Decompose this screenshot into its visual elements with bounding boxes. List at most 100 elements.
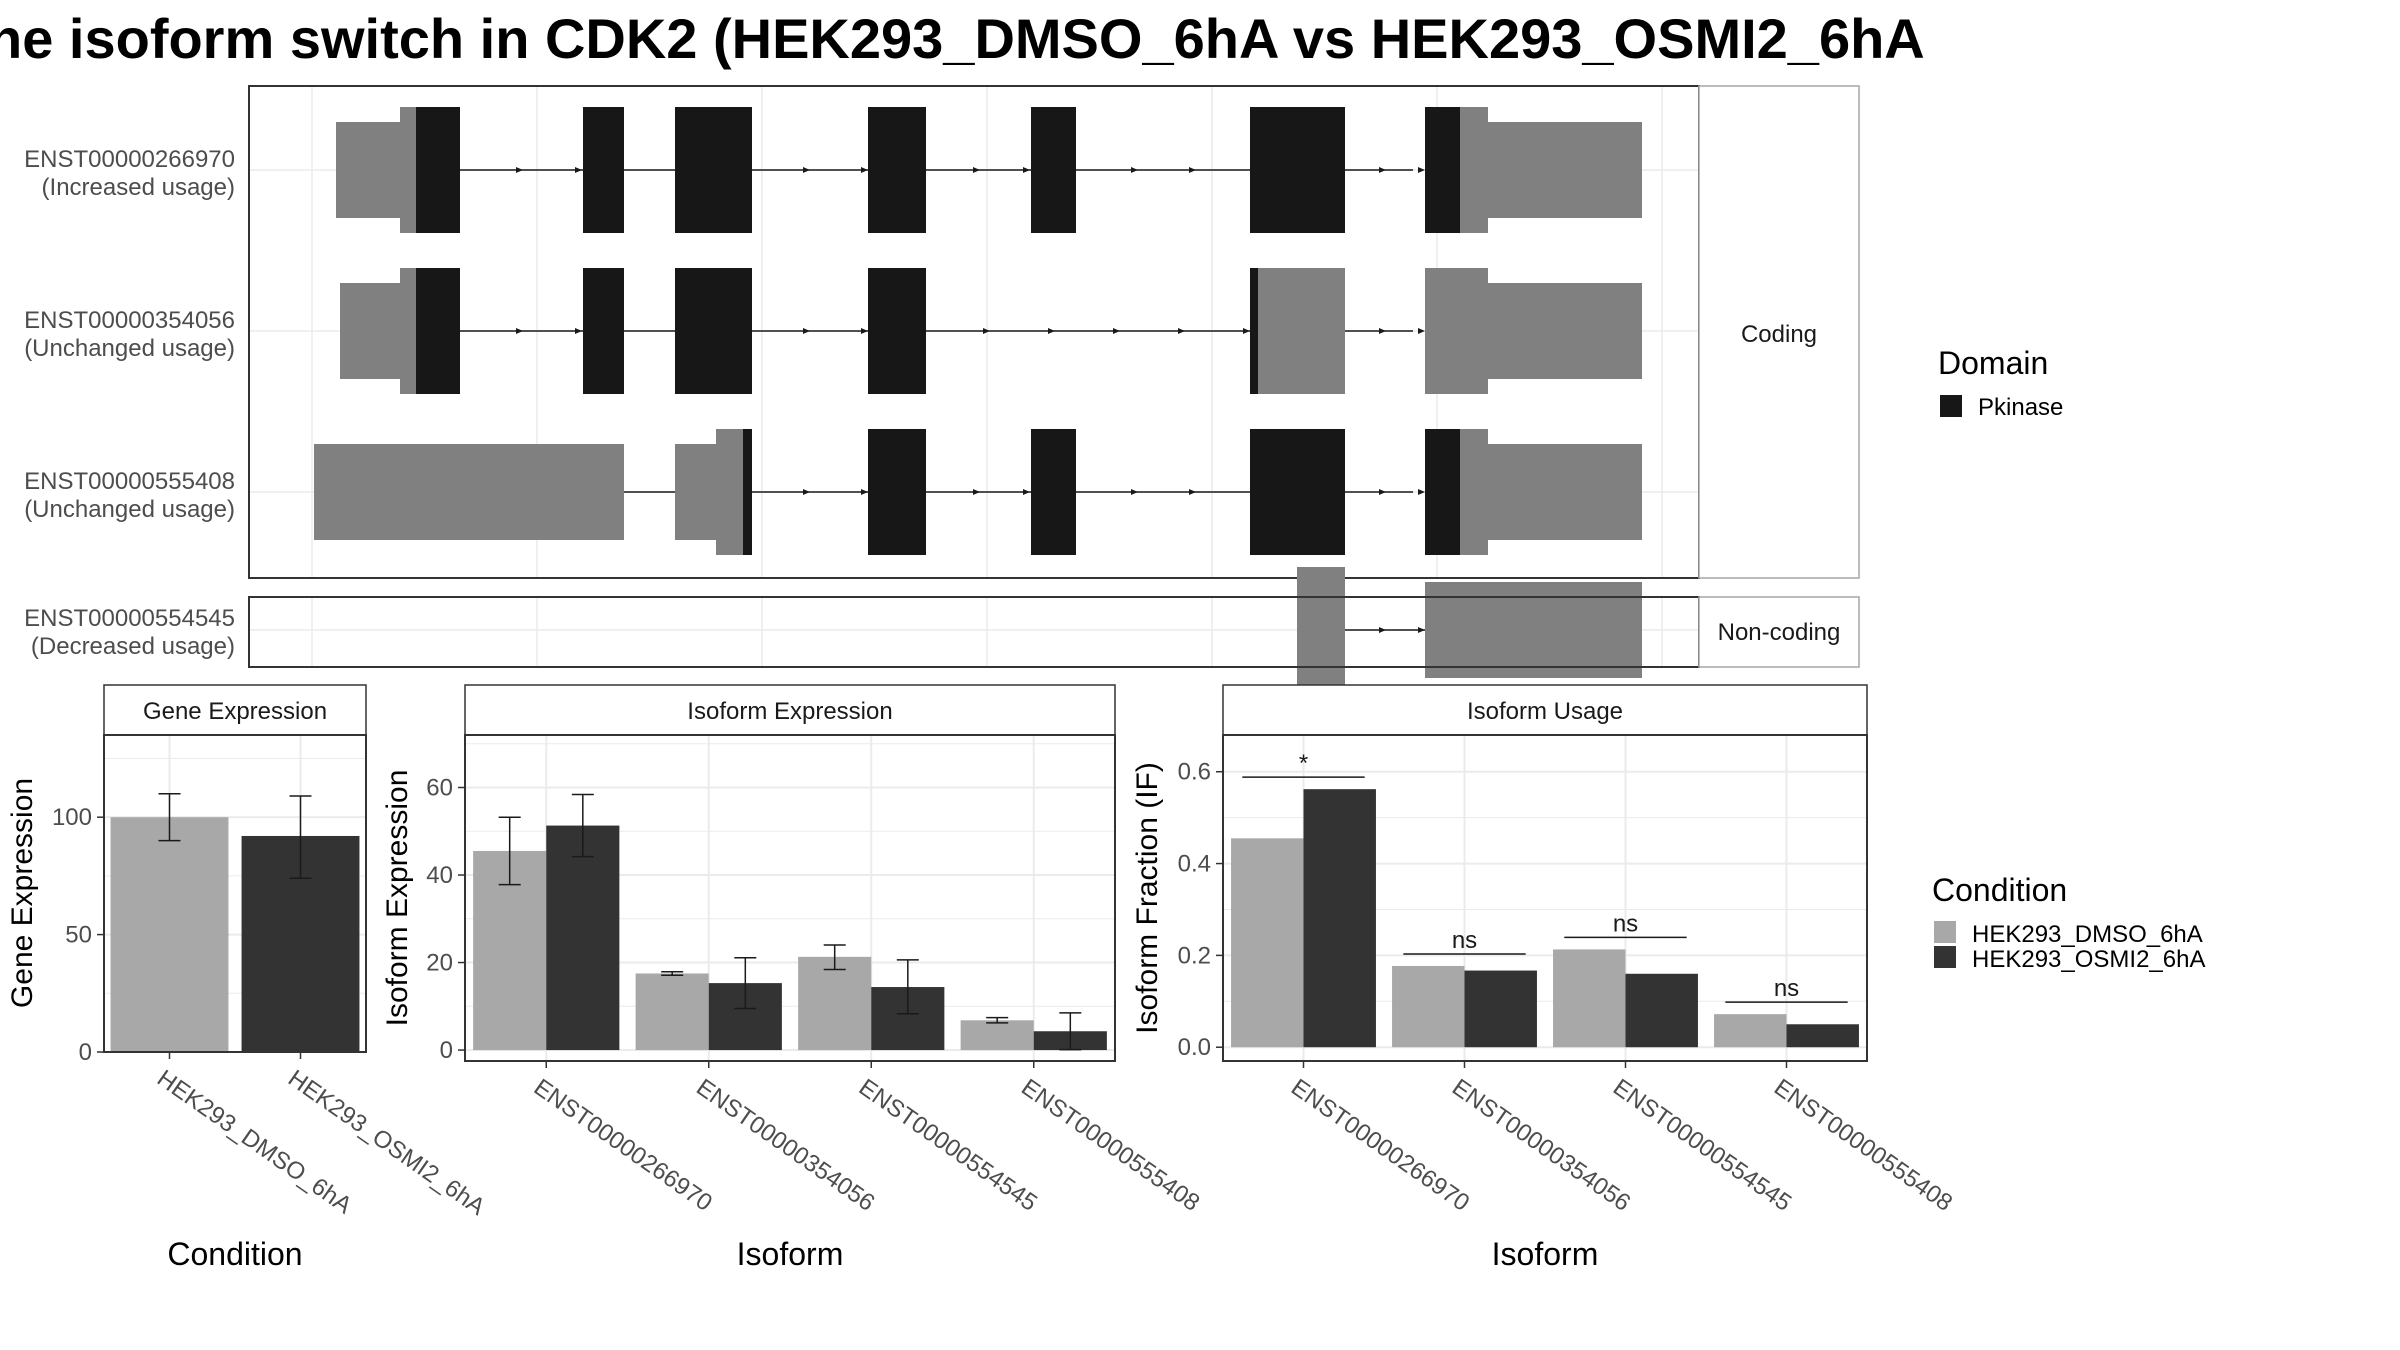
x-tick-label: ENST00000555408 — [1769, 1074, 1957, 1217]
utr-exon — [1488, 444, 1642, 540]
y-tick-label: 100 — [52, 804, 92, 831]
isoform-expression-bars — [473, 793, 1107, 1051]
coding-exon — [1297, 567, 1345, 693]
pkinase-domain-exon — [868, 268, 926, 394]
intron-arrow — [1113, 328, 1120, 334]
intron-arrow — [1379, 627, 1386, 633]
gene-expression-strip-label: Gene Expression — [143, 698, 327, 725]
pkinase-domain-exon — [583, 107, 624, 233]
intron-arrow — [516, 167, 523, 173]
structure-coding-tracks — [314, 107, 1642, 555]
gene-expression-bars — [110, 792, 360, 1052]
pkinase-domain-exon — [675, 268, 752, 394]
pkinase-domain-exon — [1425, 107, 1460, 233]
bar — [635, 973, 709, 1051]
x-tick-label: ENST00000554545 — [1608, 1074, 1796, 1217]
gene-expression-border — [103, 734, 367, 1053]
intron-arrow — [1418, 627, 1425, 633]
condition-legend-title: Condition — [1932, 872, 2067, 908]
utr-exon — [675, 444, 716, 540]
utr-exon — [1488, 122, 1642, 218]
y-tick-label: 60 — [426, 775, 453, 802]
y-tick-label: 20 — [426, 950, 453, 977]
pkinase-domain-exon — [675, 107, 752, 233]
intron-arrow — [516, 328, 523, 334]
domain-legend: Domain Pkinase — [1938, 345, 2063, 421]
coding-exon — [1425, 268, 1488, 394]
intron-arrow — [1418, 489, 1425, 495]
y-tick-label: 0 — [79, 1039, 92, 1066]
isoform-usage-panel: Isoform Usage * ns ns ns 0.0 0.2 0.4 0.6 ENST00… — [1131, 684, 1957, 1272]
pkinase-domain-exon — [1250, 107, 1345, 233]
isoform-usage-ylabel: Isoform Fraction (IF) — [1131, 762, 1164, 1034]
utr-exon — [1488, 283, 1642, 379]
intron-arrow — [861, 167, 868, 173]
bar — [1303, 789, 1376, 1048]
intron-arrow — [1131, 167, 1138, 173]
pkinase-domain-exon — [868, 107, 926, 233]
intron-arrow — [983, 328, 990, 334]
significance-label: ns — [1774, 975, 1799, 1002]
bar — [1714, 1014, 1787, 1048]
condition-legend: Condition HEK293_DMSO_6hA HEK293_OSMI2_6… — [1932, 872, 2205, 973]
bar — [798, 956, 872, 1051]
coding-exon — [1460, 429, 1488, 555]
utr-exon — [336, 122, 400, 218]
y-tick-label: 0 — [440, 1037, 453, 1064]
intron-arrow — [803, 489, 810, 495]
noncoding-strip — [1698, 596, 1860, 668]
noncoding-strip-label: Non-coding — [1718, 619, 1841, 646]
pkinase-domain-exon — [1425, 429, 1460, 555]
transcript-label-id: ENST00000266970 — [24, 146, 235, 173]
y-tick-label: 0.4 — [1178, 851, 1211, 878]
pkinase-domain-exon — [416, 268, 460, 394]
pkinase-domain-exon — [583, 268, 624, 394]
y-tick-label: 0.6 — [1178, 759, 1211, 786]
condition-legend-key — [1934, 921, 1956, 943]
significance-label: * — [1299, 750, 1308, 777]
isoform-usage-border — [1222, 734, 1868, 1062]
bar — [1464, 970, 1537, 1048]
bar — [1392, 965, 1465, 1048]
utr-exon — [314, 444, 624, 540]
isoform-expression-panel: Isoform Expression 0 20 40 60 ENST0000026697… — [381, 684, 1205, 1272]
structure-panel-noncoding: Non-coding — [248, 567, 1860, 693]
x-tick-label: ENST00000266970 — [529, 1074, 717, 1217]
intron-arrow — [973, 489, 980, 495]
isoform-expression-strip-label: Isoform Expression — [687, 698, 892, 725]
pkinase-domain-exon — [1250, 268, 1258, 394]
pkinase-domain-exon — [868, 429, 926, 555]
coding-strip — [1698, 85, 1860, 579]
intron-arrow — [1379, 328, 1386, 334]
intron-arrow — [1418, 328, 1425, 334]
pkinase-domain-exon — [743, 429, 752, 555]
isoform-usage-bars: * ns ns ns — [1231, 750, 1859, 1048]
intron-arrow — [575, 167, 582, 173]
pkinase-domain-exon — [416, 107, 460, 233]
isoform-expression-strip — [464, 684, 1116, 736]
transcript-label-usage: (Unchanged usage) — [24, 496, 235, 523]
condition-legend-label: HEK293_OSMI2_6hA — [1972, 946, 2205, 973]
intron-arrow — [575, 328, 582, 334]
intron-arrow — [1178, 328, 1185, 334]
condition-legend-key — [1934, 946, 1956, 968]
transcript-label-usage: (Increased usage) — [42, 174, 235, 201]
intron-arrow — [1243, 328, 1250, 334]
isoform-expression-ylabel: Isoform Expression — [381, 770, 414, 1027]
structure-panel-coding: Coding — [248, 85, 1860, 579]
isoform-expression-xlabel: Isoform — [737, 1236, 844, 1272]
intron-arrow — [1379, 489, 1386, 495]
utr-exon — [340, 283, 400, 379]
coding-exon — [1258, 268, 1345, 394]
pkinase-domain-exon — [1031, 429, 1076, 555]
isoform-usage-strip — [1222, 684, 1868, 736]
domain-legend-label: Pkinase — [1978, 394, 2063, 421]
transcript-label-usage: (Decreased usage) — [31, 633, 235, 660]
intron-arrow — [803, 328, 810, 334]
intron-arrow — [861, 489, 868, 495]
bar — [1625, 973, 1698, 1048]
y-tick-label: 40 — [426, 862, 453, 889]
pkinase-domain-exon — [1031, 107, 1076, 233]
transcript-labels: ENST00000266970 (Increased usage) ENST00… — [24, 146, 235, 660]
